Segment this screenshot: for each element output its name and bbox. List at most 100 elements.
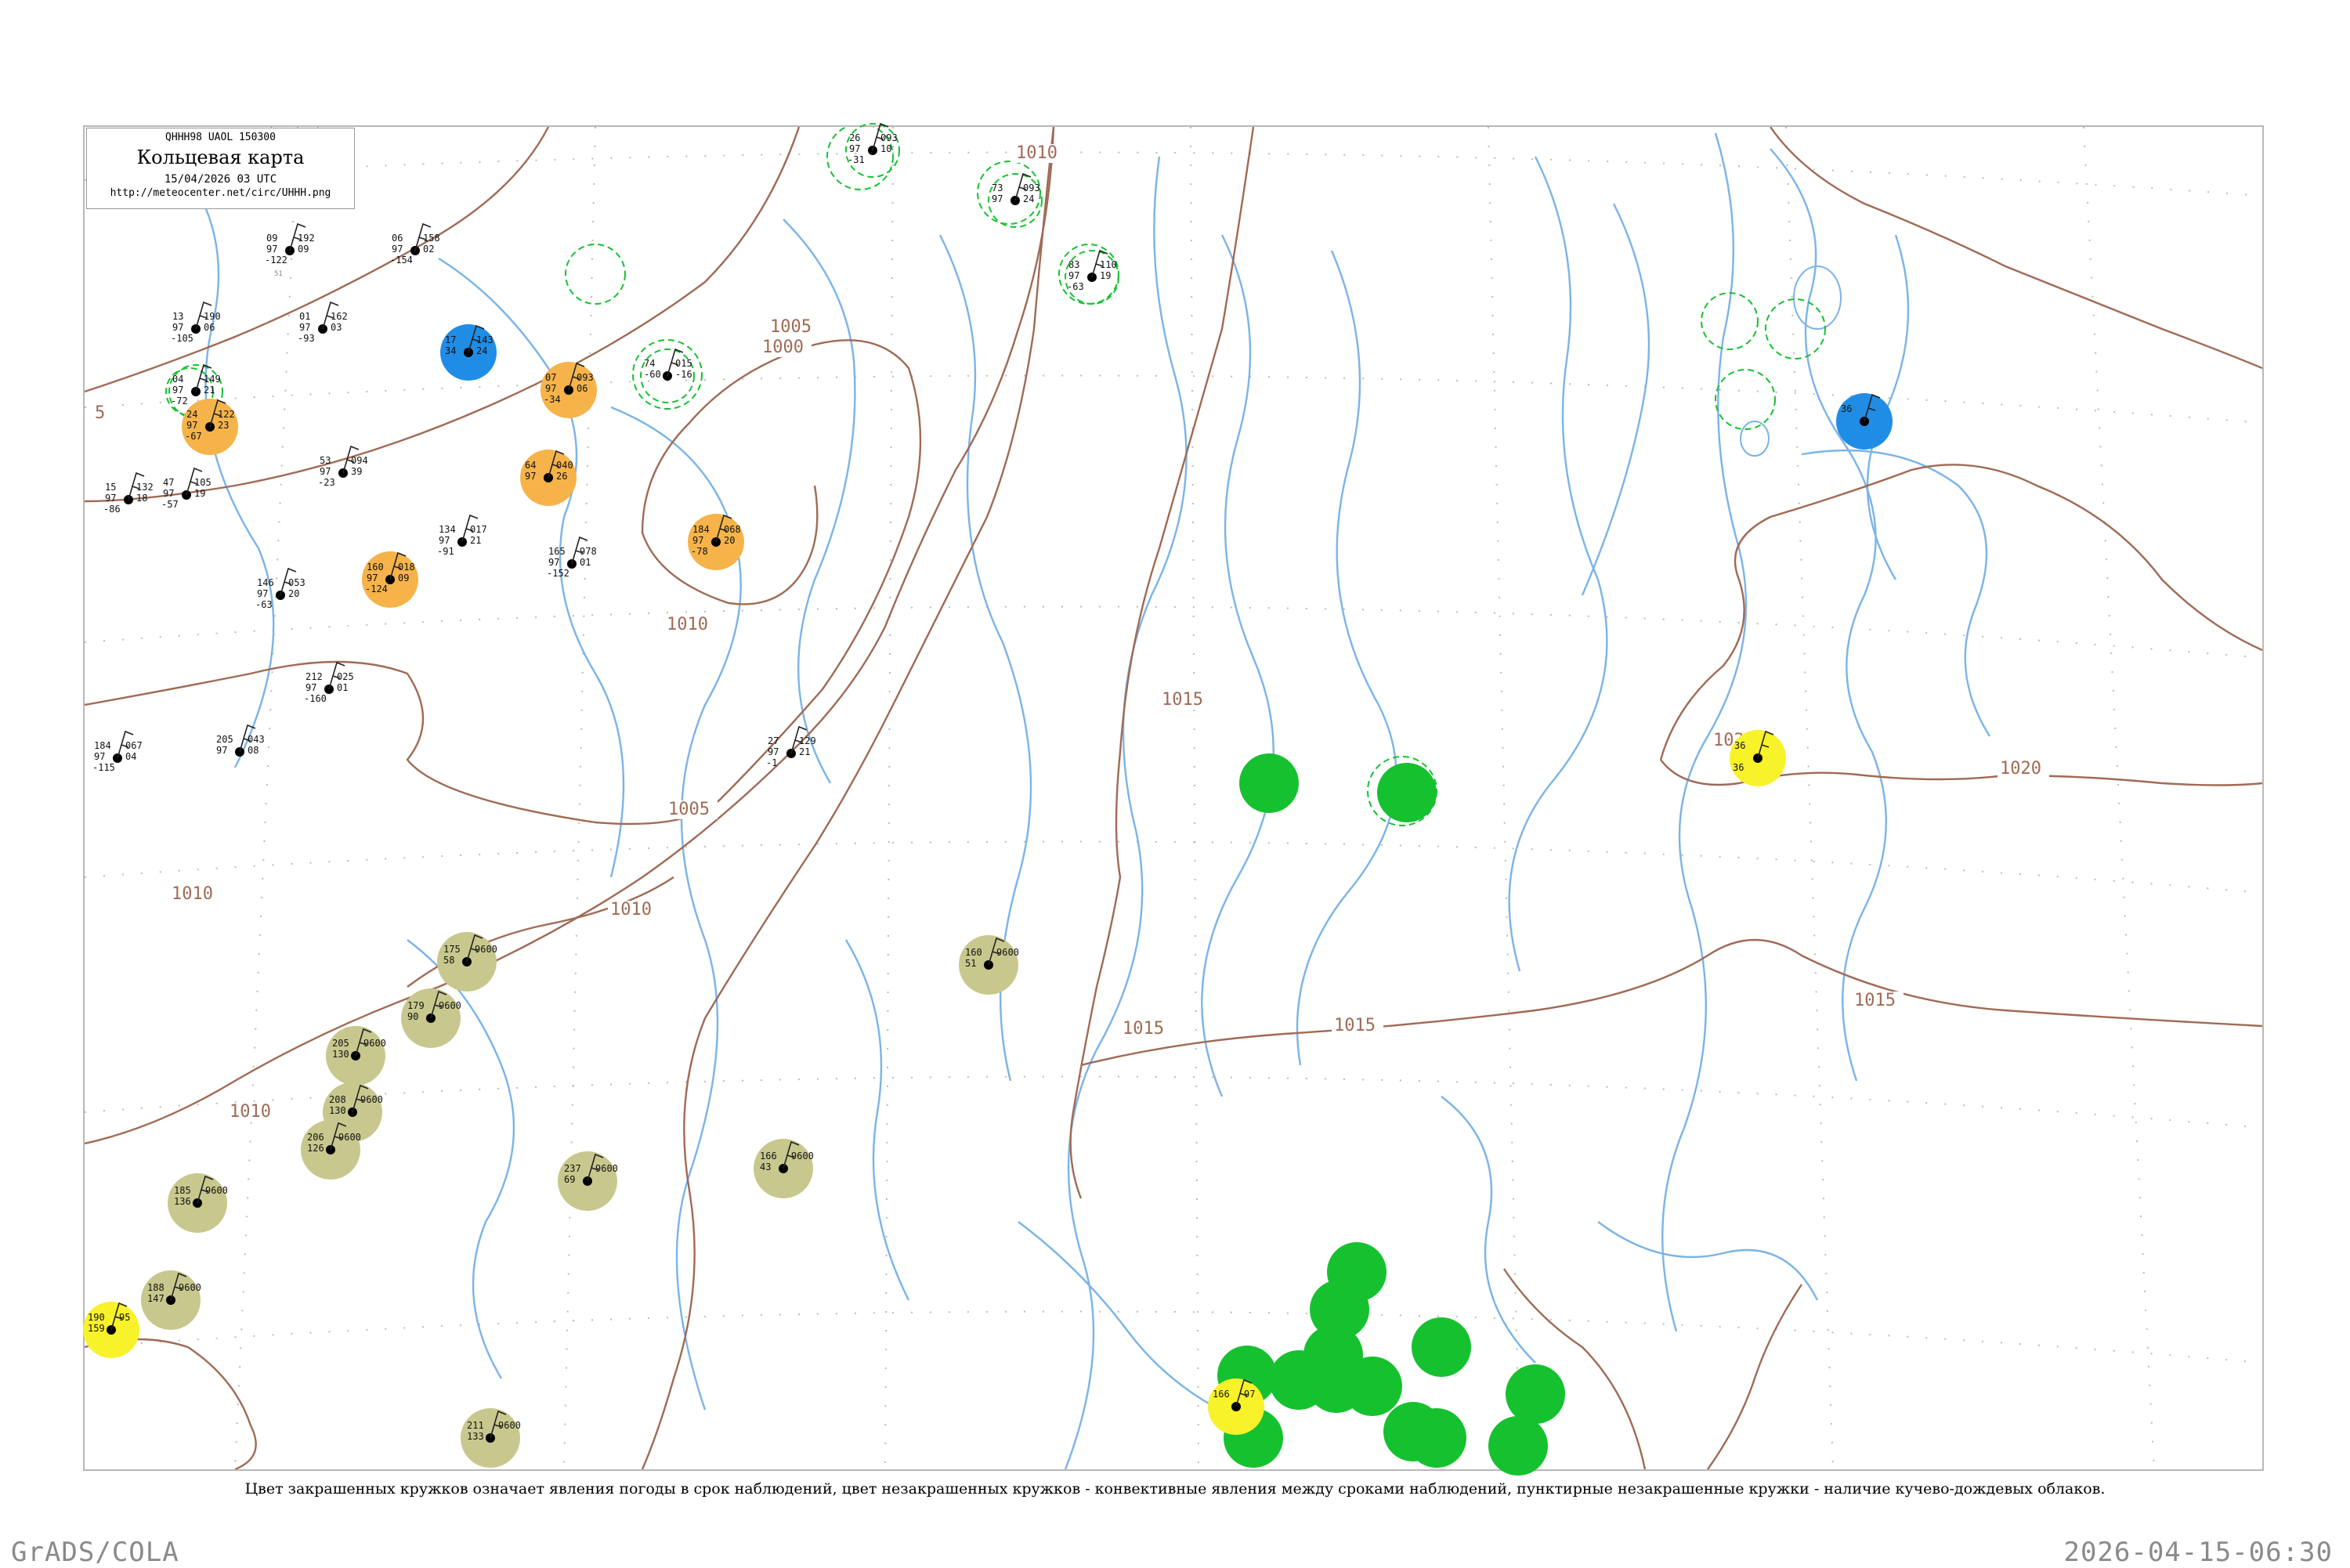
rivers bbox=[179, 132, 1991, 1469]
station-visibility: 97 bbox=[367, 573, 378, 583]
station-plot[interactable]: 212 025 97 01 -160 bbox=[304, 661, 354, 704]
station-temperature: 09 bbox=[266, 233, 277, 244]
station-plot[interactable]: 160 9600 51 bbox=[959, 935, 1019, 995]
station-temperature: 64 bbox=[525, 460, 536, 471]
station-temperature: 01 bbox=[299, 311, 310, 322]
station-plot[interactable]: 53 094 97 39 -23 bbox=[318, 445, 368, 488]
station-plot[interactable]: 47 105 97 19 -57 bbox=[161, 467, 212, 510]
wind-barb bbox=[461, 514, 479, 543]
wind-barb bbox=[389, 551, 407, 580]
station-dewpoint: -152 bbox=[547, 568, 569, 579]
station-dewpoint: -57 bbox=[161, 499, 179, 510]
station-visibility: 147 bbox=[147, 1293, 164, 1304]
station-visibility: 97 bbox=[545, 383, 556, 394]
wind-barb bbox=[342, 445, 360, 474]
station-plot[interactable]: 184 067 97 04 -115 bbox=[92, 730, 143, 773]
station-pressure: 122 bbox=[218, 409, 235, 420]
station-plot[interactable]: 175 9600 58 bbox=[437, 932, 497, 992]
rain-circle[interactable] bbox=[1310, 1280, 1369, 1339]
rain-circle[interactable] bbox=[1343, 1357, 1402, 1416]
station-plot[interactable]: 13 190 97 06 -105 bbox=[171, 301, 221, 344]
station-plot[interactable]: 64 040 97 26 bbox=[520, 450, 577, 506]
station-plot[interactable]: 205 9600 130 bbox=[326, 1026, 386, 1086]
lat-lon-grid bbox=[85, 127, 2262, 1469]
station-dewpoint: -124 bbox=[365, 583, 388, 594]
rain-circle[interactable] bbox=[1412, 1317, 1471, 1377]
rain-circle[interactable] bbox=[1506, 1364, 1565, 1424]
station-visibility: 136 bbox=[174, 1196, 191, 1207]
station-tendency: 09 bbox=[298, 244, 309, 255]
station-dewpoint: -1 bbox=[766, 757, 777, 768]
station-pressure: 9600 bbox=[595, 1163, 618, 1174]
station-pressure: 9600 bbox=[363, 1038, 386, 1049]
station-tendency: 06 bbox=[577, 383, 588, 394]
station-dewpoint: -78 bbox=[691, 546, 708, 557]
station-plot[interactable]: 211 9600 133 bbox=[461, 1408, 521, 1468]
map-frame bbox=[83, 125, 2264, 1471]
station-pressure: 143 bbox=[476, 334, 494, 345]
station-visibility: 130 bbox=[332, 1049, 349, 1060]
station-plot[interactable]: 184 068 97 20 -78 bbox=[688, 514, 744, 570]
isobar-label-bg bbox=[92, 404, 109, 423]
station-plot[interactable]: 166 97 bbox=[1208, 1378, 1264, 1435]
station-tendency: 26 bbox=[556, 471, 567, 482]
isobar-label-bg bbox=[608, 901, 660, 919]
isobar-label-bg bbox=[169, 885, 221, 904]
station-tendency: 08 bbox=[248, 745, 258, 756]
cb-ring bbox=[1065, 250, 1119, 305]
station-visibility: 97 bbox=[992, 193, 1003, 204]
station-plot[interactable]: 166 9600 43 bbox=[754, 1139, 814, 1198]
station-plot[interactable]: 06 158 97 02 -154 bbox=[390, 222, 440, 266]
station-dewpoint: -72 bbox=[171, 396, 188, 406]
station-plot[interactable]: 17 143 34 24 bbox=[440, 324, 497, 381]
rain-circle[interactable] bbox=[1377, 763, 1437, 822]
station-plot[interactable]: 01 162 97 03 -93 bbox=[298, 301, 348, 344]
station-plot[interactable]: 26 093 97 10 -31 bbox=[845, 122, 900, 178]
station-plot[interactable]: 73 093 97 24 bbox=[988, 172, 1043, 228]
station-plot[interactable]: 134 017 97 21 -91 bbox=[437, 514, 487, 557]
station-plot[interactable]: 206 9600 126 bbox=[301, 1120, 361, 1180]
station-plot[interactable]: 179 9600 90 bbox=[401, 988, 461, 1048]
isobar-label-bg bbox=[1332, 1017, 1383, 1035]
station-plot[interactable]: 160 018 97 09 -124 bbox=[362, 551, 418, 608]
station-temperature: 13 bbox=[172, 311, 183, 322]
station-pressure: 093 bbox=[577, 372, 594, 383]
rain-circle[interactable] bbox=[1407, 1408, 1466, 1468]
station-tendency: 01 bbox=[337, 682, 348, 693]
station-visibility: 97 bbox=[849, 143, 860, 154]
station-temperature: 205 bbox=[332, 1038, 349, 1049]
station-visibility: 133 bbox=[467, 1431, 484, 1442]
station-plot[interactable]: 04 149 97 21 -72 bbox=[168, 363, 223, 419]
station-dewpoint: -67 bbox=[185, 431, 202, 442]
station-plot[interactable]: 36 36 bbox=[1730, 730, 1786, 786]
station-pressure: 093 bbox=[880, 132, 898, 143]
station-pressure: 95 bbox=[119, 1312, 130, 1323]
station-temperature: 184 bbox=[692, 524, 710, 535]
station-visibility: 51 bbox=[965, 958, 976, 969]
station-plot[interactable]: 185 9600 136 bbox=[168, 1173, 228, 1233]
station-plot[interactable]: 237 9600 69 bbox=[558, 1151, 618, 1211]
station-id: 51 bbox=[274, 270, 283, 278]
station-plot[interactable]: 165 978 97 01 -152 bbox=[547, 536, 597, 579]
station-temperature: 188 bbox=[147, 1282, 164, 1293]
station-pressure: 149 bbox=[204, 374, 221, 385]
station-plot[interactable]: 36 bbox=[1836, 393, 1893, 450]
cb-ring bbox=[845, 123, 900, 178]
isobar-label-bg bbox=[1120, 1020, 1172, 1039]
rain-circle[interactable] bbox=[1488, 1416, 1548, 1476]
map-url[interactable]: http://meteocenter.net/circ/UHHH.png bbox=[110, 187, 331, 199]
station-plot[interactable]: 27 129 97 21 -1 bbox=[766, 725, 816, 768]
station-plot[interactable]: 188 9600 147 bbox=[141, 1270, 201, 1330]
station-plot[interactable]: 205 043 97 08 bbox=[216, 724, 265, 757]
station-dewpoint: -63 bbox=[255, 599, 273, 610]
station-plot[interactable]: 07 093 97 06 -34 bbox=[540, 362, 597, 418]
station-plot[interactable]: 190 95 159 bbox=[83, 1302, 139, 1358]
station-plot[interactable]: 74 015 -60 -16 bbox=[640, 348, 695, 403]
station-plot[interactable]: 15 132 97 18 -86 bbox=[103, 471, 154, 515]
station-plot[interactable]: 146 053 97 20 -63 bbox=[255, 567, 306, 610]
station-plot[interactable]: 83 110 97 19 -63 bbox=[1065, 249, 1119, 305]
rain-circle[interactable] bbox=[1239, 753, 1299, 813]
station-plot[interactable]: 24 122 97 23 -67 bbox=[182, 399, 238, 455]
